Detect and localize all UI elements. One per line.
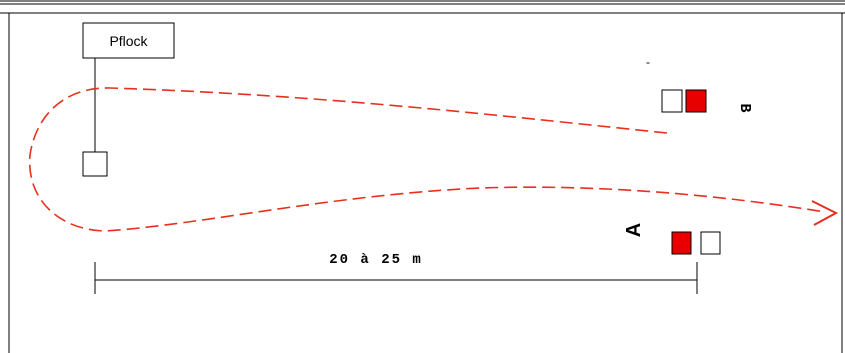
tick-mark: -	[646, 55, 650, 69]
marker-b-label: B	[736, 103, 753, 112]
pflock-post	[82, 151, 108, 177]
marker-b-red	[685, 89, 707, 113]
pflock-label-box	[82, 22, 175, 59]
marker-a-white	[700, 231, 721, 255]
course-path	[28, 87, 826, 232]
marker-a-red	[671, 231, 692, 255]
marker-a-label: A	[623, 223, 645, 237]
marker-b-white	[661, 89, 683, 113]
distance-label: 20 à 25 m	[329, 252, 423, 268]
pflock-label: Pflock	[109, 33, 148, 49]
course-arrow-icon	[811, 200, 839, 226]
